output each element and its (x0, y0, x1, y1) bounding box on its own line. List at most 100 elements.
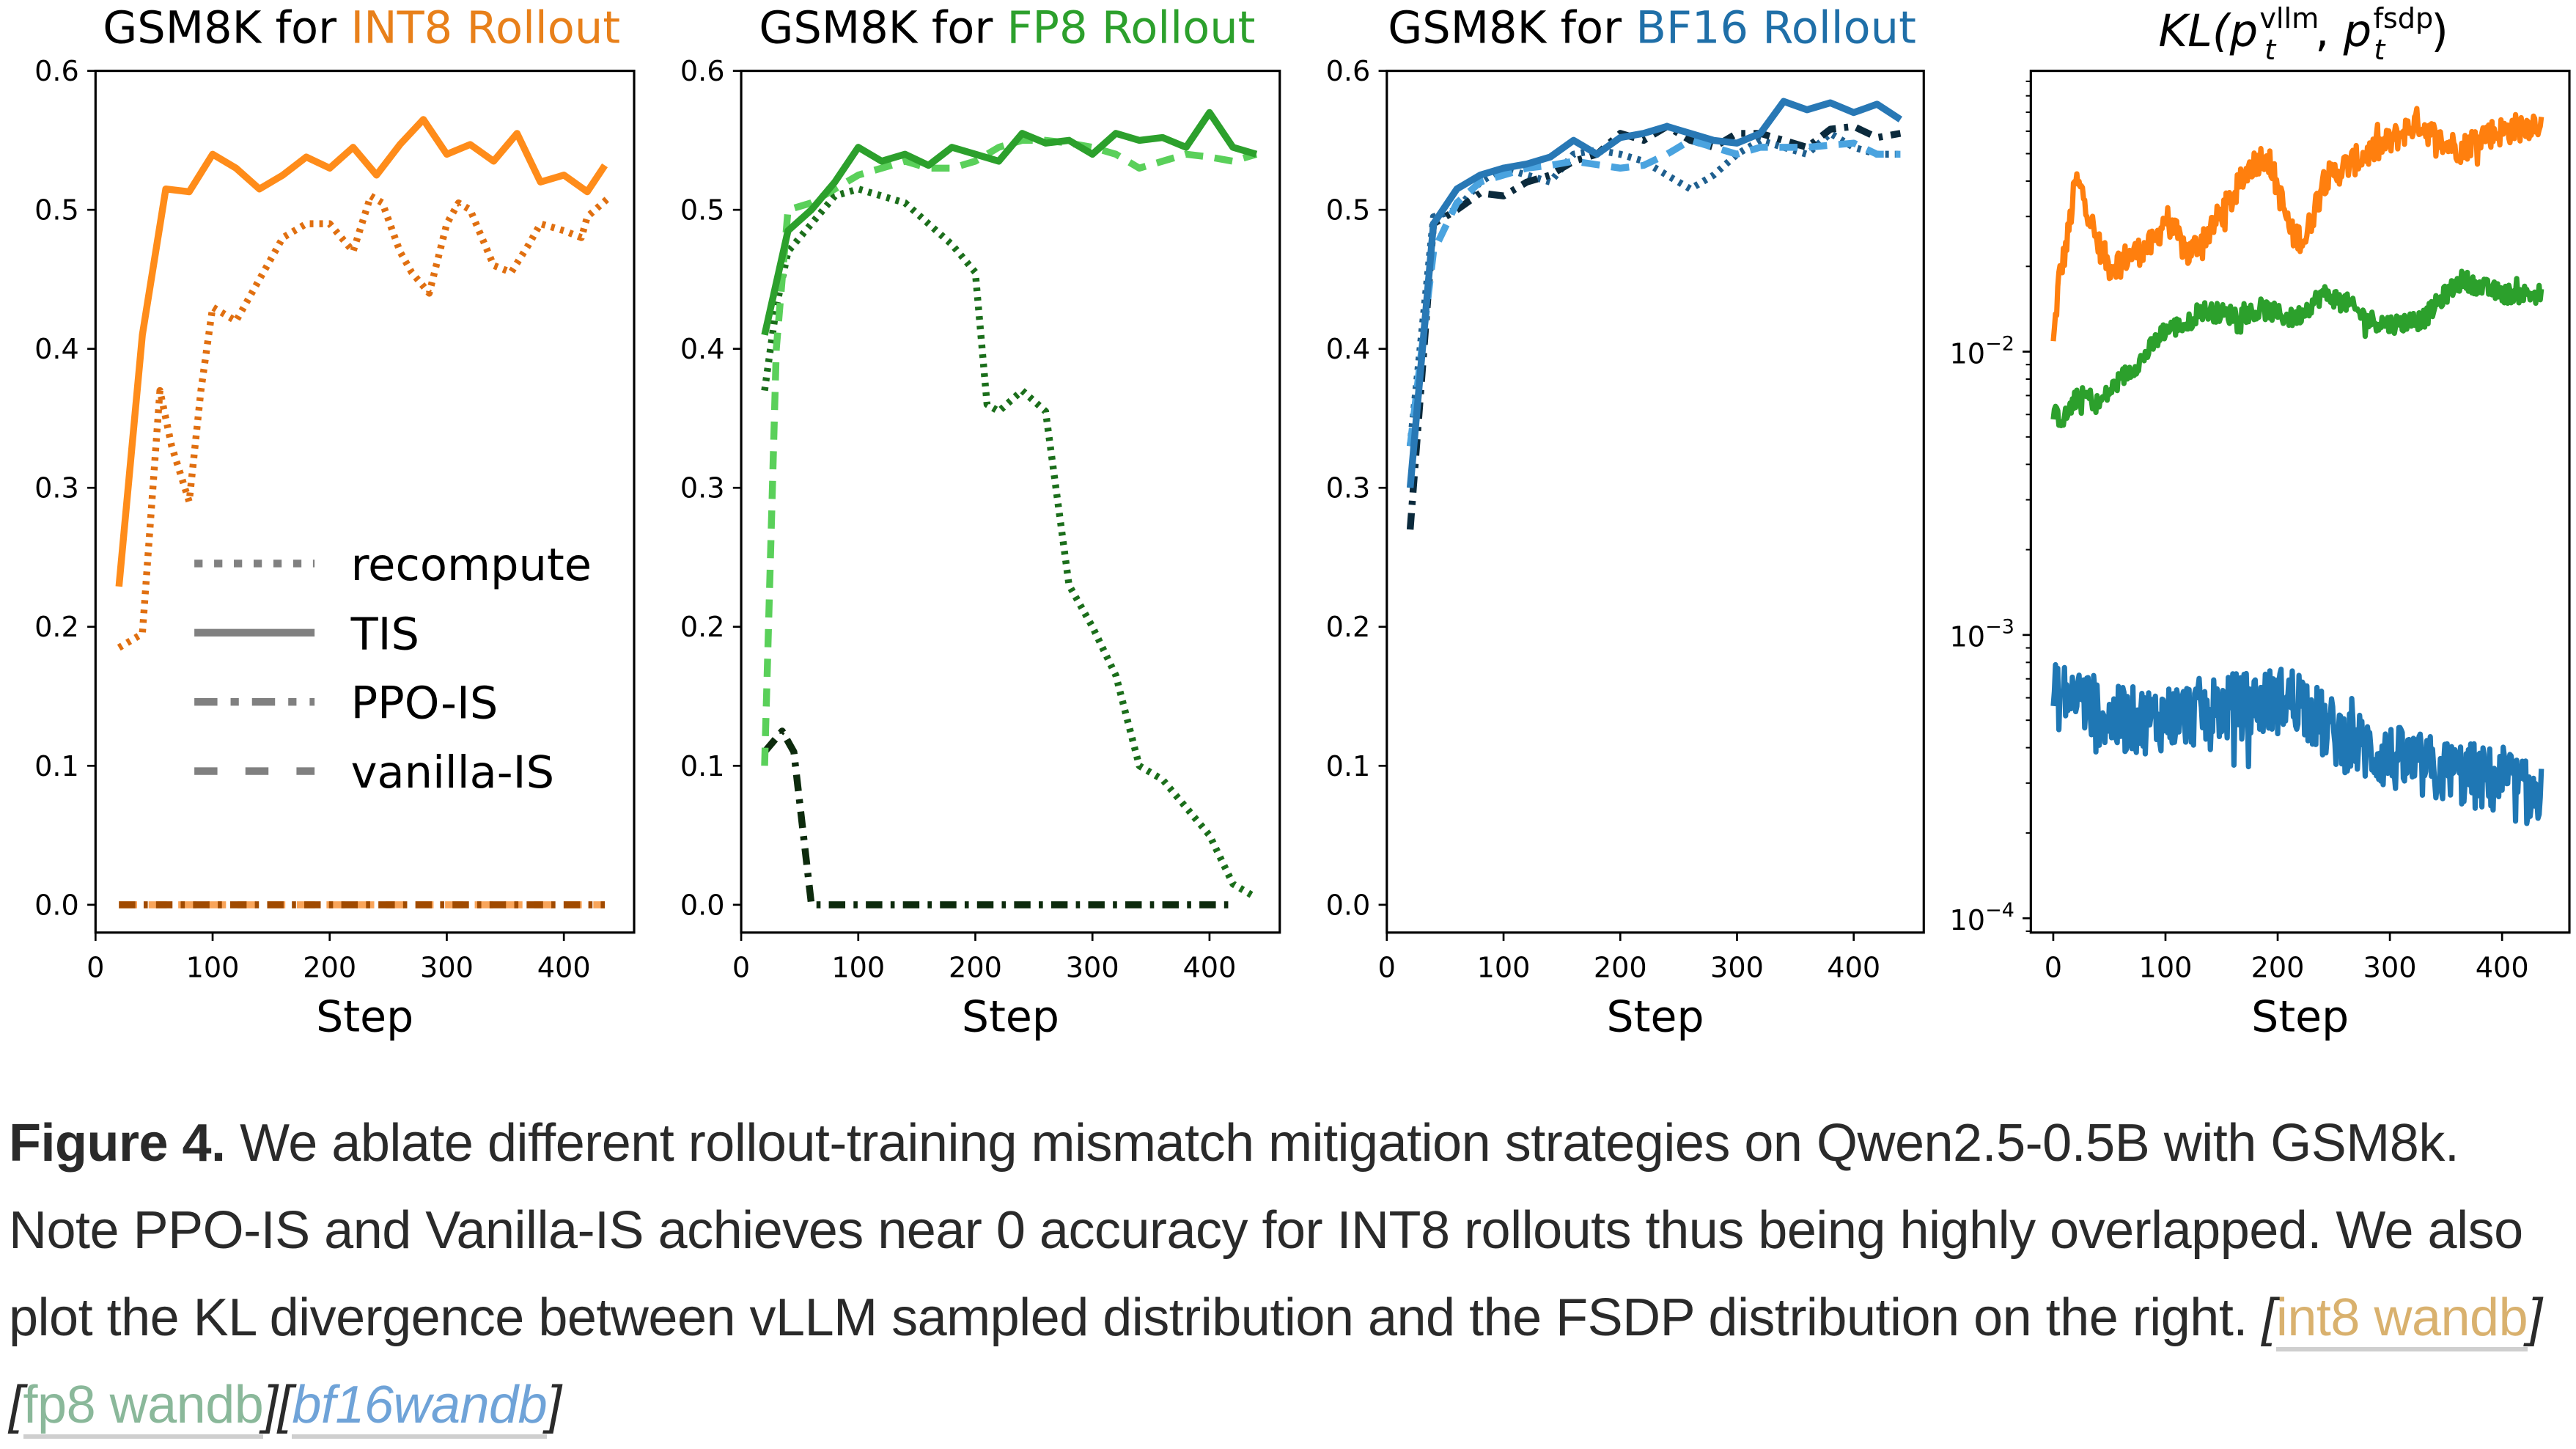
series-line-vanilla-is (761, 136, 1258, 766)
x-tick-label: 0 (732, 952, 750, 984)
title-prefix: GSM8K for (1388, 2, 1635, 54)
legend-label-tis: TIS (350, 609, 419, 660)
figure-caption: Figure 4. We ablate different rollout-tr… (9, 1100, 2560, 1449)
y-tick-label: 0.6 (680, 56, 725, 88)
title-prefix: GSM8K for (759, 2, 1007, 54)
series-line-fp8-kl (2050, 268, 2544, 428)
bracket-close: ] (263, 1376, 278, 1434)
tick-base: 10 (1950, 338, 1986, 370)
bracket-close: ] (547, 1376, 562, 1434)
y-tick-label: 0.0 (1326, 889, 1371, 922)
x-tick-label: 200 (2251, 952, 2305, 984)
plot-area (1406, 98, 1903, 530)
x-tick-label: 400 (2476, 952, 2529, 984)
panel-fp8-rollout: GSM8K for FP8 Rollout 0 100 200 300 400 Step 0.… (680, 2, 1281, 1042)
x-tick-label: 400 (1182, 952, 1236, 984)
axes-frame (94, 70, 636, 934)
y-tick-label: 0.5 (34, 195, 79, 227)
title-sep: , (2315, 6, 2344, 57)
x-tick-label: 0 (87, 952, 104, 984)
title-sup-fsdp: fsdp (2373, 3, 2433, 35)
bracket-open: [ (277, 1376, 292, 1434)
plot-area (115, 116, 614, 909)
y-tick-label: 0.3 (1326, 473, 1371, 505)
fp8-wandb-link[interactable]: fp8 wandb (23, 1376, 264, 1439)
axes-frame (740, 70, 1281, 934)
y-tick-label: 0.0 (680, 889, 725, 922)
figure-label: Figure 4. (9, 1114, 226, 1173)
panel-bf16-rollout: GSM8K for BF16 Rollout 0 100 200 300 400 Step 0… (1326, 2, 1925, 1042)
bracket-open: [ (9, 1376, 23, 1434)
x-axis-label: Step (2251, 992, 2349, 1042)
legend-label-vanilla-is: vanilla-IS (351, 747, 555, 799)
y-tick-label: 0.3 (34, 473, 79, 505)
x-tick-label: 100 (1477, 952, 1531, 984)
axes-frame (1385, 70, 1925, 934)
y-tick-label: 0.4 (1326, 334, 1371, 366)
x-tick-label: 400 (537, 952, 591, 984)
x-tick-label: 300 (1710, 952, 1764, 984)
int8-wandb-link[interactable]: int8 wandb (2275, 1288, 2528, 1351)
panel-title: KL(p vllm t, p fsdp t) (2158, 3, 2448, 67)
y-tick-label: 0.6 (34, 56, 79, 88)
panel-kl-divergence: KL(p vllm t, p fsdp t)0 100 200 300 400Step10−41… (1950, 3, 2571, 1042)
x-tick-label: 400 (1827, 952, 1880, 984)
y-tick-label: 10−2 (1950, 332, 2014, 370)
title-highlight: INT8 Rollout (350, 2, 620, 54)
bracket-close: ] (2528, 1288, 2542, 1347)
panel-title: GSM8K for INT8 Rollout (103, 2, 620, 54)
y-tick-label: 0.4 (680, 334, 725, 366)
x-tick-label: 300 (2363, 952, 2417, 984)
x-tick-label: 100 (831, 952, 885, 984)
y-tick-label: 0.5 (680, 195, 725, 227)
tick-base: 10 (1950, 622, 1986, 654)
y-tick-label: 0.3 (680, 473, 725, 505)
panel-title: GSM8K for FP8 Rollout (759, 2, 1255, 54)
legend: recompute TIS PPO-IS vanilla-IS (194, 540, 592, 799)
x-tick-label: 200 (303, 952, 356, 984)
series-line-tis (761, 109, 1258, 336)
legend-label-ppo-is: PPO-IS (351, 678, 498, 730)
series-line-bf16-kl (2050, 661, 2544, 826)
series-line-vanilla-is (1406, 136, 1901, 447)
title-highlight: BF16 Rollout (1635, 2, 1916, 54)
tick-exponent: −4 (1985, 899, 2014, 922)
x-tick-label: 100 (2139, 952, 2193, 984)
title-p-vllm: p (2229, 6, 2259, 57)
series-line-recompute (761, 186, 1259, 901)
series-line-ppo-is (1406, 122, 1902, 530)
caption-text: We ablate different rollout-training mis… (9, 1114, 2523, 1347)
y-tick-label: 0.2 (34, 612, 79, 644)
x-axis-label: Step (316, 992, 413, 1042)
series-line-tis (115, 116, 608, 587)
series-line-int8-kl (2050, 106, 2544, 342)
y-tick-label: 10−4 (1950, 899, 2014, 937)
series-line-ppo-is (762, 727, 1233, 909)
y-tick-label: 0.1 (34, 751, 79, 783)
x-tick-label: 200 (949, 952, 1002, 984)
x-tick-label: 0 (1378, 952, 1396, 984)
title-highlight: FP8 Rollout (1007, 2, 1256, 54)
x-axis-label: Step (962, 992, 1059, 1042)
y-tick-label: 10−3 (1950, 616, 2014, 654)
y-tick-label: 0.2 (680, 612, 725, 644)
title-sub-t: t (2374, 34, 2386, 67)
y-tick-label: 0.1 (1326, 751, 1371, 783)
x-tick-label: 300 (1066, 952, 1119, 984)
legend-label-recompute: recompute (351, 540, 592, 591)
y-tick-label: 0.6 (1326, 56, 1371, 88)
series-line-recompute (117, 192, 614, 651)
title-prefix: GSM8K for (103, 2, 350, 54)
bf16-wandb-link[interactable]: bf16wandb (292, 1376, 548, 1439)
y-tick-label: 0.0 (34, 889, 79, 922)
title-p-fsdp: p (2343, 6, 2372, 57)
y-tick-label: 0.2 (1326, 612, 1371, 644)
title-sup-vllm: vllm (2259, 3, 2319, 35)
series-line-tis (1406, 98, 1903, 488)
plot-area (2050, 106, 2544, 826)
y-tick-label: 0.4 (34, 334, 79, 366)
x-tick-label: 300 (420, 952, 474, 984)
plot-area (761, 109, 1259, 909)
tick-base: 10 (1950, 905, 1986, 937)
